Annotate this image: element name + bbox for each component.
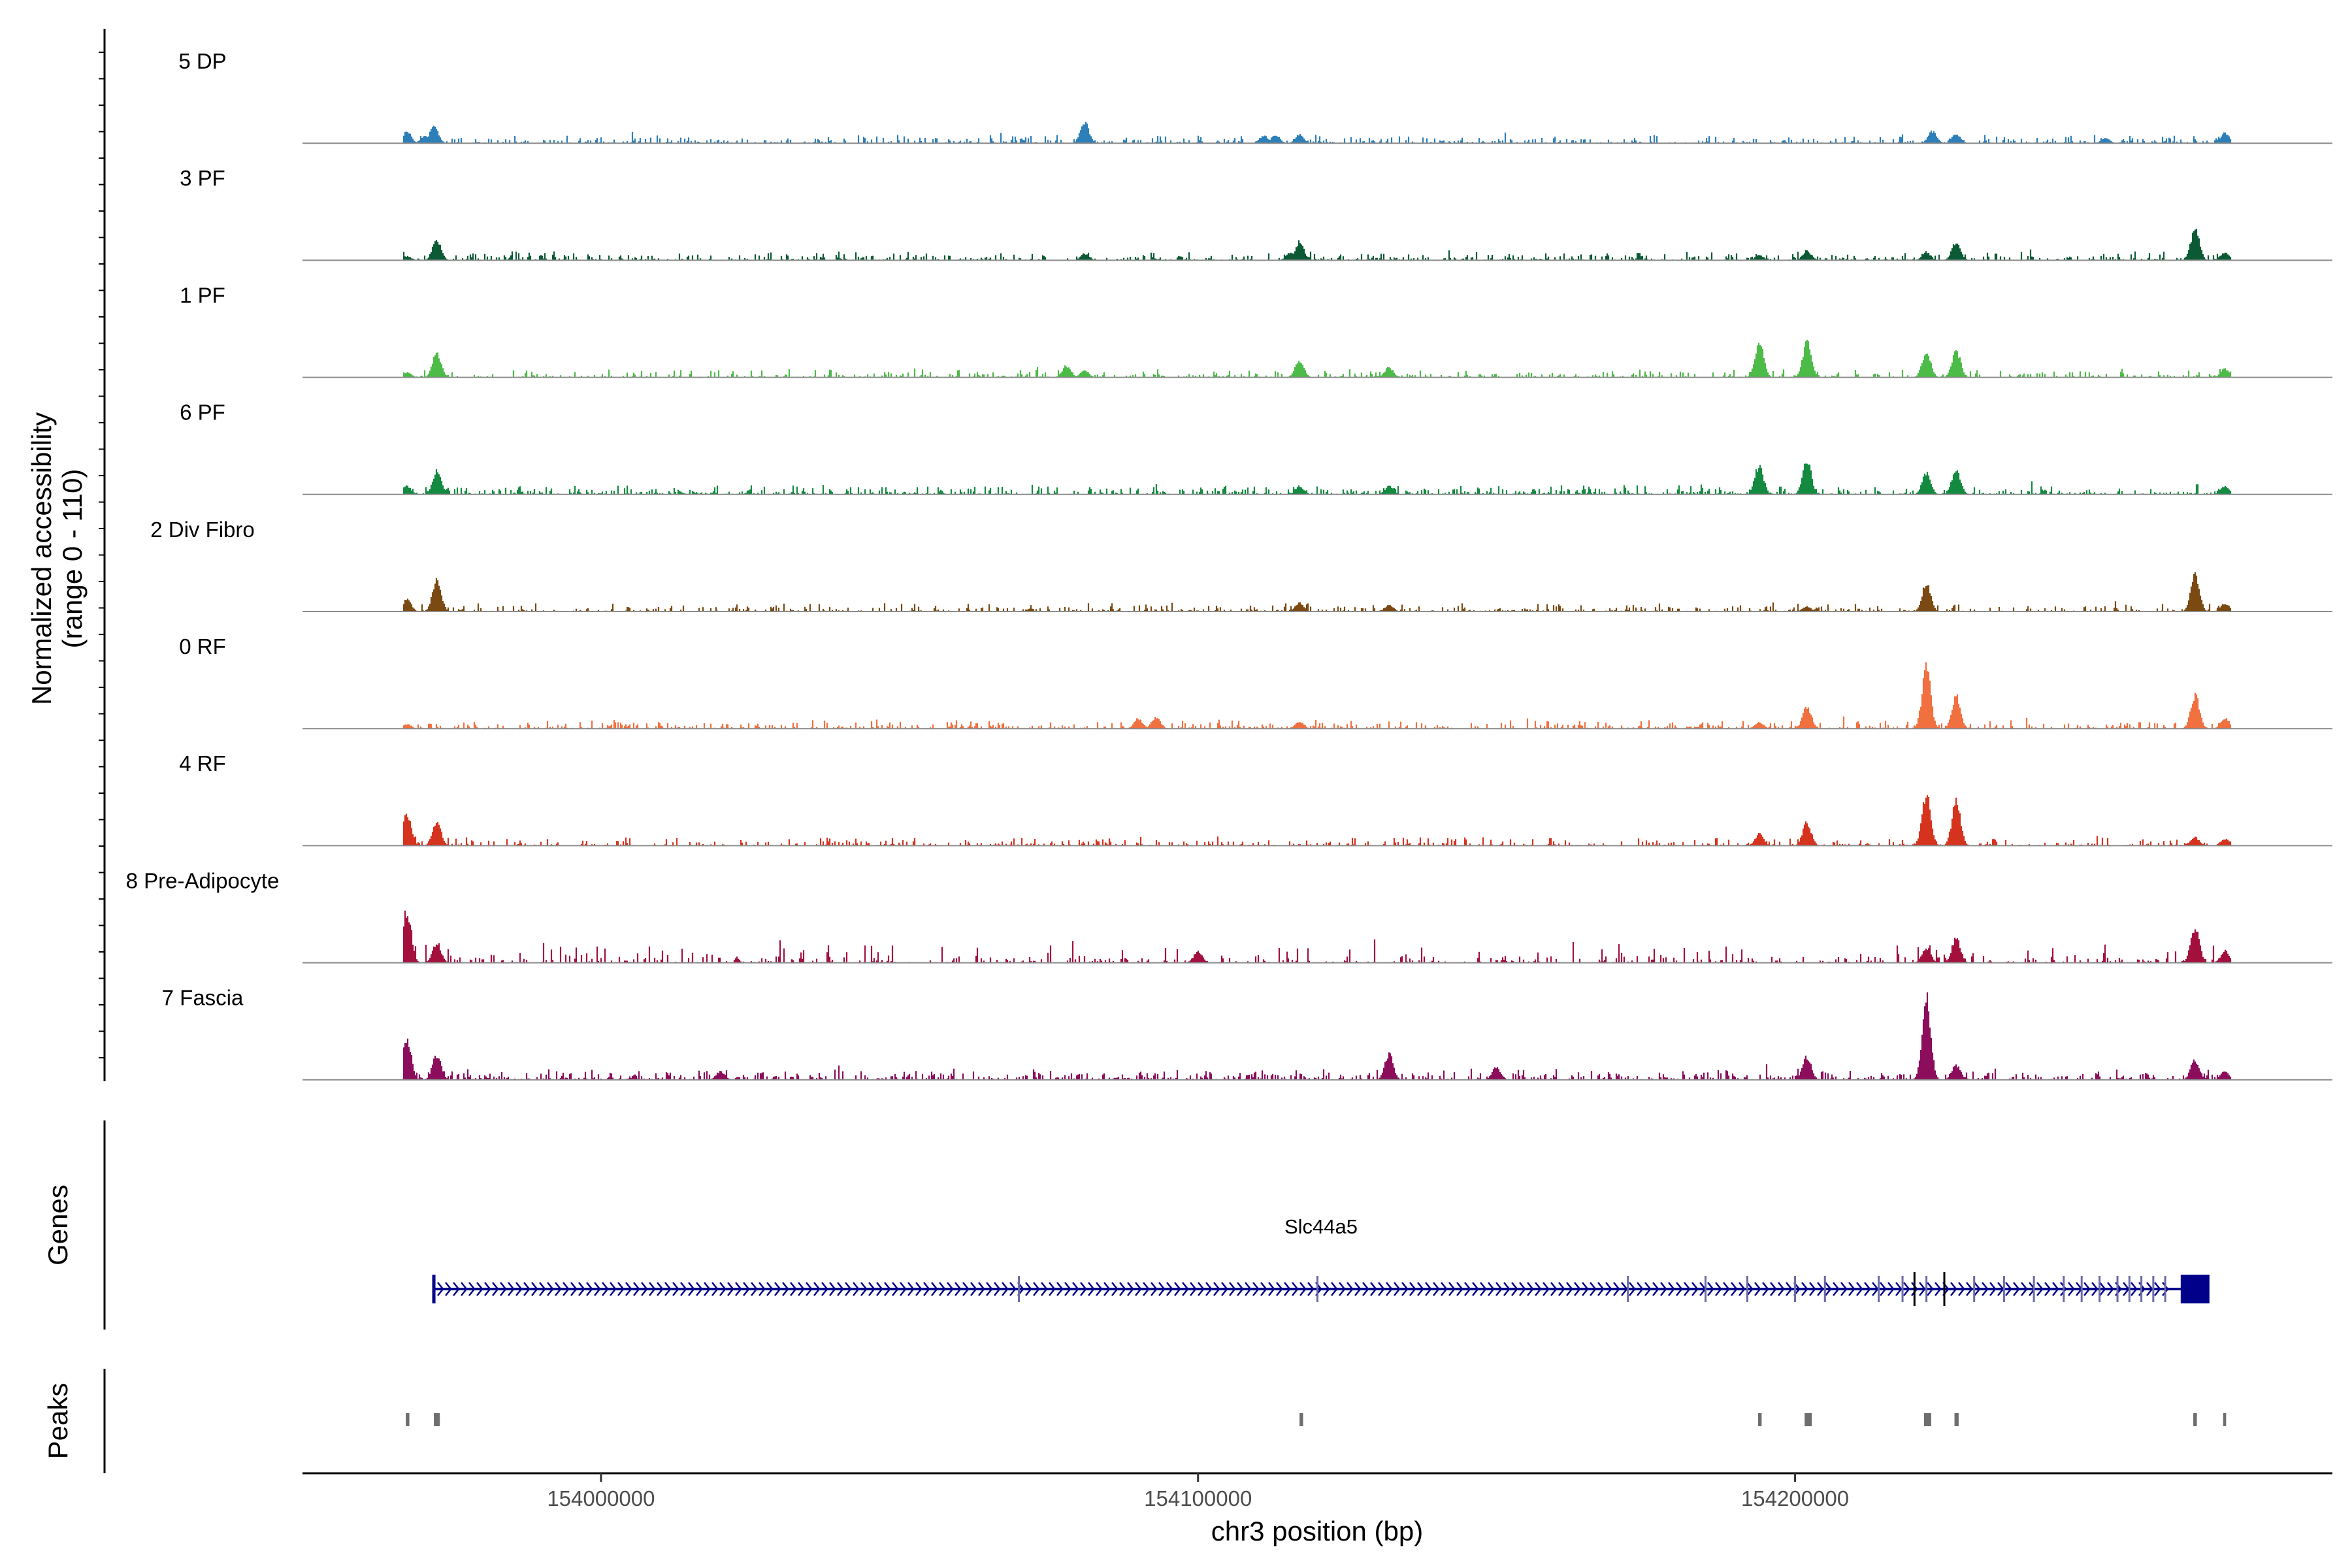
track-label: 3 PF <box>180 166 225 190</box>
x-axis-ticks: 154000000 154100000 154200000 <box>547 1473 1849 1511</box>
y-axis-title: Normalized accessibility <box>26 412 57 705</box>
gene-model <box>432 1272 2210 1306</box>
track-label: 6 PF <box>180 400 225 425</box>
track-label: 4 RF <box>179 751 226 776</box>
track-label: 1 PF <box>180 283 225 307</box>
track-0: 5 DP <box>178 49 2332 144</box>
track-label: 5 DP <box>178 49 226 73</box>
peak-region <box>1757 1413 1762 1426</box>
coverage-tracks: 5 DP 3 PF 1 PF 6 PF 2 Div Fibro 0 RF 4 RF 8 Pre… <box>126 49 2332 1081</box>
peaks-panel-title: Peaks <box>42 1383 73 1460</box>
peak-region <box>1954 1413 1959 1426</box>
track-label: 2 Div Fibro <box>150 517 255 542</box>
y-axis-ticks <box>99 52 105 1058</box>
peak-region <box>1805 1413 1812 1426</box>
y-axis-title-line2: (range 0 - 110) <box>57 469 88 649</box>
track-3: 6 PF <box>180 400 2332 495</box>
gene-last-exon <box>2180 1275 2210 1303</box>
track-7: 8 Pre-Adipocyte <box>126 868 2332 964</box>
y-axis-title-line1: Normalized accessibility <box>26 412 57 705</box>
track-1: 3 PF <box>180 166 2332 261</box>
track-label: 0 RF <box>179 634 226 659</box>
x-tick-label: 154000000 <box>547 1486 655 1511</box>
track-6: 4 RF <box>179 751 2332 847</box>
peak-regions <box>406 1413 2227 1426</box>
track-4: 2 Div Fibro <box>150 517 2332 612</box>
track-8: 7 Fascia <box>162 986 2332 1081</box>
genes-panel-title: Genes <box>42 1184 73 1266</box>
coverage-signal <box>402 340 2232 378</box>
x-tick-label: 154100000 <box>1144 1486 1252 1511</box>
peak-region <box>2223 1413 2227 1426</box>
peak-region <box>2193 1413 2197 1426</box>
x-tick-label: 154200000 <box>1741 1486 1849 1511</box>
track-5: 0 RF <box>179 634 2332 730</box>
strand-arrows <box>437 1282 2169 1296</box>
gene-label: Slc44a5 <box>1284 1215 1358 1238</box>
coverage-signal <box>402 795 2232 846</box>
peak-region <box>406 1413 410 1426</box>
peak-region <box>1299 1413 1303 1426</box>
track-2: 1 PF <box>180 283 2332 378</box>
x-axis-title: chr3 position (bp) <box>1211 1516 1424 1546</box>
peak-region <box>1923 1413 1931 1426</box>
peak-region <box>434 1413 440 1426</box>
track-label: 8 Pre-Adipocyte <box>126 868 280 892</box>
track-label: 7 Fascia <box>162 986 244 1010</box>
